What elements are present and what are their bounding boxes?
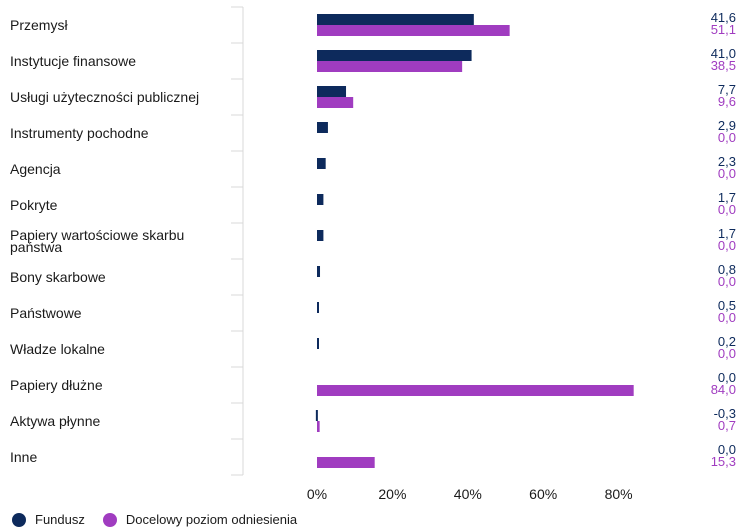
value-label-benchmark: 0,0 bbox=[718, 310, 736, 325]
value-label-fund: 0,5 bbox=[718, 298, 736, 313]
value-label-benchmark: 0,0 bbox=[718, 130, 736, 145]
value-label-fund: 2,3 bbox=[718, 154, 736, 169]
legend-item-fund: Fundusz bbox=[12, 512, 85, 527]
category-label: Bony skarbowe bbox=[10, 269, 106, 285]
bar-benchmark bbox=[317, 421, 320, 432]
bar-fund bbox=[317, 230, 324, 241]
x-tick-label: 0% bbox=[307, 486, 327, 502]
bars bbox=[315, 14, 634, 468]
value-label-benchmark: 51,1 bbox=[711, 22, 736, 37]
value-label-benchmark: 84,0 bbox=[711, 382, 736, 397]
bar-fund bbox=[317, 86, 347, 97]
value-label-benchmark: 0,0 bbox=[718, 238, 736, 253]
bar-fund bbox=[317, 302, 319, 313]
bar-benchmark bbox=[317, 25, 510, 36]
value-label-benchmark: 38,5 bbox=[711, 58, 736, 73]
category-label: Władze lokalne bbox=[10, 341, 105, 357]
value-label-benchmark: 0,0 bbox=[718, 274, 736, 289]
value-label-fund: 0,2 bbox=[718, 334, 736, 349]
bar-fund bbox=[317, 158, 326, 169]
category-label: Przemysł bbox=[10, 17, 68, 33]
chart-grid bbox=[231, 6, 244, 476]
bar-fund bbox=[315, 410, 318, 421]
bar-fund bbox=[317, 266, 321, 277]
category-label: Państwowe bbox=[10, 305, 82, 321]
x-tick-label: 20% bbox=[378, 486, 406, 502]
bar-fund bbox=[317, 50, 472, 61]
category-label: Instytucje finansowe bbox=[10, 53, 136, 69]
category-label: Instrumenty pochodne bbox=[10, 125, 149, 141]
value-label-fund: 0,0 bbox=[718, 442, 736, 457]
legend: Fundusz Docelowy poziom odniesienia bbox=[12, 512, 315, 527]
bar-fund bbox=[317, 14, 474, 25]
bar-benchmark bbox=[317, 97, 354, 108]
legend-label-fund: Fundusz bbox=[35, 512, 85, 527]
value-label-benchmark: 0,7 bbox=[718, 418, 736, 433]
value-label-benchmark: 9,6 bbox=[718, 94, 736, 109]
legend-label-benchmark: Docelowy poziom odniesienia bbox=[125, 512, 298, 527]
bar-benchmark bbox=[317, 61, 463, 72]
x-tick-label: 80% bbox=[605, 486, 633, 502]
legend-swatch-benchmark bbox=[102, 512, 117, 527]
category-label: Papiery dłużne bbox=[10, 377, 103, 393]
value-label-benchmark: 0,0 bbox=[718, 166, 736, 181]
value-label-fund: 0,8 bbox=[718, 262, 736, 277]
bar-benchmark bbox=[317, 457, 375, 468]
value-label-benchmark: 0,0 bbox=[718, 346, 736, 361]
value-label-fund: 41,0 bbox=[711, 46, 736, 61]
category-label: Pokryte bbox=[10, 197, 58, 213]
category-label: Agencja bbox=[10, 161, 61, 177]
value-label-fund: 2,9 bbox=[718, 118, 736, 133]
legend-item-benchmark: Docelowy poziom odniesienia bbox=[102, 512, 298, 527]
category-label: Aktywa płynne bbox=[10, 413, 100, 429]
value-label-fund: 1,7 bbox=[718, 190, 736, 205]
value-label-benchmark: 15,3 bbox=[711, 454, 736, 469]
category-label: Papiery wartościowe skarbu państwa bbox=[10, 227, 184, 255]
x-tick-label: 40% bbox=[454, 486, 482, 502]
value-label-fund: 7,7 bbox=[718, 82, 736, 97]
category-label: Usługi użyteczności publicznej bbox=[10, 89, 199, 105]
bar-fund bbox=[317, 194, 324, 205]
bar-benchmark bbox=[317, 385, 634, 396]
value-label-fund: 0,0 bbox=[718, 370, 736, 385]
value-label-fund: 1,7 bbox=[718, 226, 736, 241]
category-label: Inne bbox=[10, 449, 37, 465]
legend-swatch-fund bbox=[12, 512, 26, 527]
bar-fund bbox=[317, 338, 319, 349]
bar-fund bbox=[317, 122, 328, 133]
value-labels: 41,651,141,038,57,79,62,90,02,30,01,70,0… bbox=[711, 10, 736, 469]
category-labels: Przemysł Instytucje finansowe Usługi użyte… bbox=[10, 17, 199, 465]
x-axis-ticks: 0% 20% 40% 60% 80% bbox=[307, 486, 633, 502]
value-label-fund: -0,3 bbox=[714, 406, 736, 421]
value-label-fund: 41,6 bbox=[711, 10, 736, 25]
value-label-benchmark: 0,0 bbox=[718, 202, 736, 217]
x-tick-label: 60% bbox=[529, 486, 557, 502]
